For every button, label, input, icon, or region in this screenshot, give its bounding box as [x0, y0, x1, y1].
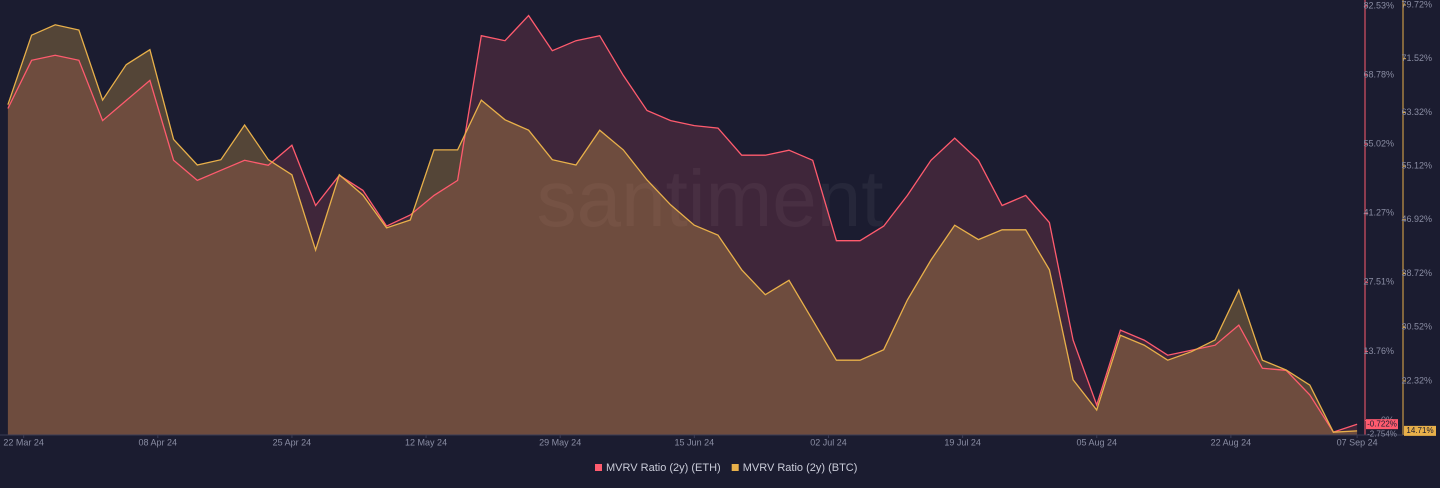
y2-tick-label: 46.92% — [1401, 214, 1432, 224]
y2-tick-label: 38.72% — [1401, 268, 1432, 278]
y2-tick-label: 30.52% — [1401, 322, 1432, 332]
value-label: -2.754% — [1367, 429, 1397, 438]
y2-tick-label: 63.32% — [1401, 107, 1432, 117]
y2-tick-label: 55.12% — [1401, 161, 1432, 171]
y-tick-label: 82.53% — [1363, 0, 1394, 10]
x-tick-label: 02 Jul 24 — [810, 437, 847, 447]
value-label: 14.71% — [1406, 426, 1433, 435]
series-line — [7, 24, 1358, 433]
y2-tick-label: 71.52% — [1401, 53, 1432, 63]
value-badge — [1366, 419, 1398, 430]
x-tick-label: 07 Sep 24 — [1337, 437, 1378, 447]
x-tick-label: 29 May 24 — [539, 437, 581, 447]
x-tick-label: 25 Apr 24 — [273, 437, 312, 447]
y-tick-label: 41.27% — [1363, 208, 1394, 218]
legend-swatch — [595, 464, 602, 471]
legend-label: MVRV Ratio (2y) (ETH) — [606, 462, 721, 474]
x-tick-label: 15 Jun 24 — [675, 437, 715, 447]
y2-tick-label: 79.72% — [1401, 0, 1432, 9]
x-tick-label: 08 Apr 24 — [139, 437, 178, 447]
value-label: -0.722% — [1367, 419, 1397, 428]
x-tick-label: 22 Aug 24 — [1211, 437, 1252, 447]
y-tick-label: 27.51% — [1363, 277, 1394, 287]
watermark: santiment — [537, 154, 884, 243]
series-line — [7, 14, 1358, 433]
y-tick-label: 68.78% — [1363, 69, 1394, 79]
legend-label: MVRV Ratio (2y) (BTC) — [743, 462, 858, 474]
y-tick-label: 55.02% — [1363, 138, 1394, 148]
value-badge — [1404, 425, 1436, 436]
y2-tick-label: 22.32% — [1401, 375, 1432, 385]
x-tick-label: 19 Jul 24 — [944, 437, 981, 447]
x-tick-label: 22 Mar 24 — [3, 437, 44, 447]
legend-swatch — [731, 464, 739, 471]
x-tick-label: 05 Aug 24 — [1076, 437, 1117, 447]
series-area — [7, 24, 1358, 436]
series-area — [7, 15, 1358, 435]
y-tick-label: 13.76% — [1363, 346, 1394, 356]
x-tick-label: 12 May 24 — [405, 437, 447, 447]
